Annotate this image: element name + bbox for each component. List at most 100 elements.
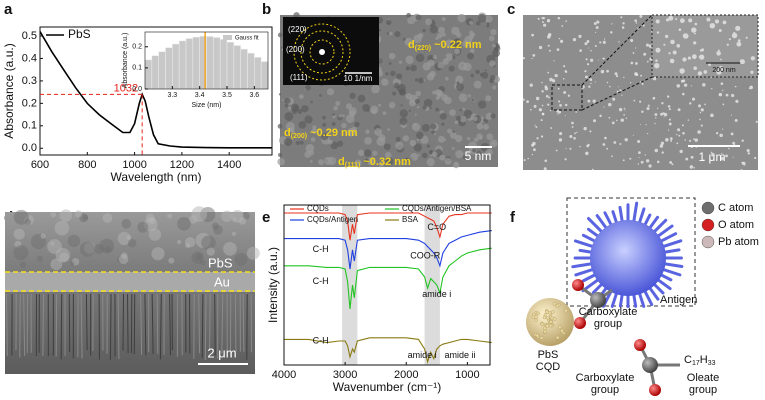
sem-particle (538, 108, 543, 112)
lattice-value: ~0.32 nm (360, 156, 411, 168)
sem-particle (562, 78, 565, 80)
sem-particle (693, 41, 697, 45)
legend-label: CQDs (307, 204, 329, 213)
sem-texture (117, 231, 132, 246)
sem-particle (535, 96, 540, 101)
sem-particle (618, 107, 623, 112)
sem-particle (711, 88, 713, 90)
sem-particle (667, 105, 671, 108)
tem-texture (466, 136, 471, 141)
sem-texture (40, 233, 46, 239)
sem-particle (706, 17, 711, 22)
pb-atom (545, 310, 549, 314)
legend-swatch (223, 35, 232, 40)
tem-texture (435, 107, 440, 112)
substrate-column (151, 293, 154, 355)
tem-texture (386, 32, 390, 35)
antigen-label: Antigen (660, 294, 697, 306)
formula-index: 17 (692, 360, 700, 367)
tem-texture (309, 160, 313, 163)
sem-particle (645, 159, 650, 163)
sem-particle (537, 17, 540, 20)
legend-label: C atom (718, 202, 753, 214)
antigen (590, 220, 666, 296)
tem-texture (484, 69, 487, 72)
tem-texture (388, 101, 396, 109)
tem-texture (408, 109, 412, 112)
sem-particle (656, 160, 660, 164)
sem-particle (547, 20, 550, 23)
histogram-bar (240, 48, 248, 90)
sem-particle (571, 121, 574, 125)
tem-texture (336, 140, 344, 147)
tem-texture (413, 143, 423, 152)
tem-texture (367, 157, 375, 166)
sem-particle (750, 85, 753, 88)
sem-particle (586, 144, 590, 148)
x-tick-label: 600 (31, 159, 49, 171)
substrate-column (42, 293, 44, 356)
sem-particle (565, 147, 567, 150)
tem-texture (464, 150, 471, 157)
sem-particle (564, 115, 566, 117)
sem-particle (676, 133, 678, 136)
sem-particle (559, 104, 562, 107)
axes-frame (144, 31, 269, 90)
tem-texture (414, 98, 420, 104)
sem-texture (168, 257, 175, 264)
pb-atom (555, 335, 560, 340)
tem-texture (405, 92, 413, 100)
pb-atom (542, 315, 547, 320)
sem-particle (560, 39, 564, 43)
sem-particle (693, 167, 695, 169)
sem-texture (127, 238, 137, 248)
x-tick-label: 4000 (272, 369, 296, 381)
sem-particle (687, 119, 690, 121)
tem-texture (385, 157, 394, 166)
lattice-d: d (338, 156, 345, 168)
sem-texture (36, 255, 43, 263)
axes-frame (283, 204, 491, 366)
sem-particle (681, 124, 684, 127)
tem-texture (441, 16, 446, 22)
scale-label: 2 μm (207, 345, 236, 360)
sem-particle (737, 39, 741, 43)
lattice-spacing: d(220) ~0.22 nm (408, 39, 482, 52)
pb-atom (549, 320, 553, 324)
tem-texture (321, 132, 329, 141)
substrate-column (140, 293, 143, 355)
series-line (284, 212, 492, 241)
substrate-column (23, 293, 26, 356)
o-atom (574, 317, 586, 329)
tem-texture (469, 48, 475, 54)
tem-texture (371, 84, 380, 94)
tem-texture (414, 113, 417, 116)
sem-particle (541, 104, 544, 107)
tem-texture (486, 24, 490, 28)
sem-texture (225, 257, 233, 265)
sem-particle (731, 93, 735, 98)
sem-particle (668, 52, 671, 55)
x-tick-label: 800 (78, 159, 96, 171)
pb-atom (540, 322, 545, 327)
histogram-bar (247, 52, 255, 90)
tem-texture (293, 12, 300, 19)
tem-texture (425, 18, 433, 26)
tem-texture (456, 32, 462, 38)
panel-label: c (507, 1, 515, 18)
pb-atom (542, 326, 547, 331)
pb-atom (555, 304, 560, 308)
y-tick-label: 0.1 (22, 120, 37, 132)
sem-particle (621, 26, 625, 29)
tem-texture (438, 26, 445, 34)
pb-atom (552, 302, 557, 306)
sem-particle (556, 48, 560, 52)
sem-particle (553, 60, 555, 62)
tem-texture (452, 38, 462, 48)
sem-particle (531, 33, 534, 37)
tem-texture (468, 33, 475, 40)
sem-particle (634, 19, 637, 22)
sem-particle (736, 41, 742, 47)
sem-texture (13, 228, 25, 240)
